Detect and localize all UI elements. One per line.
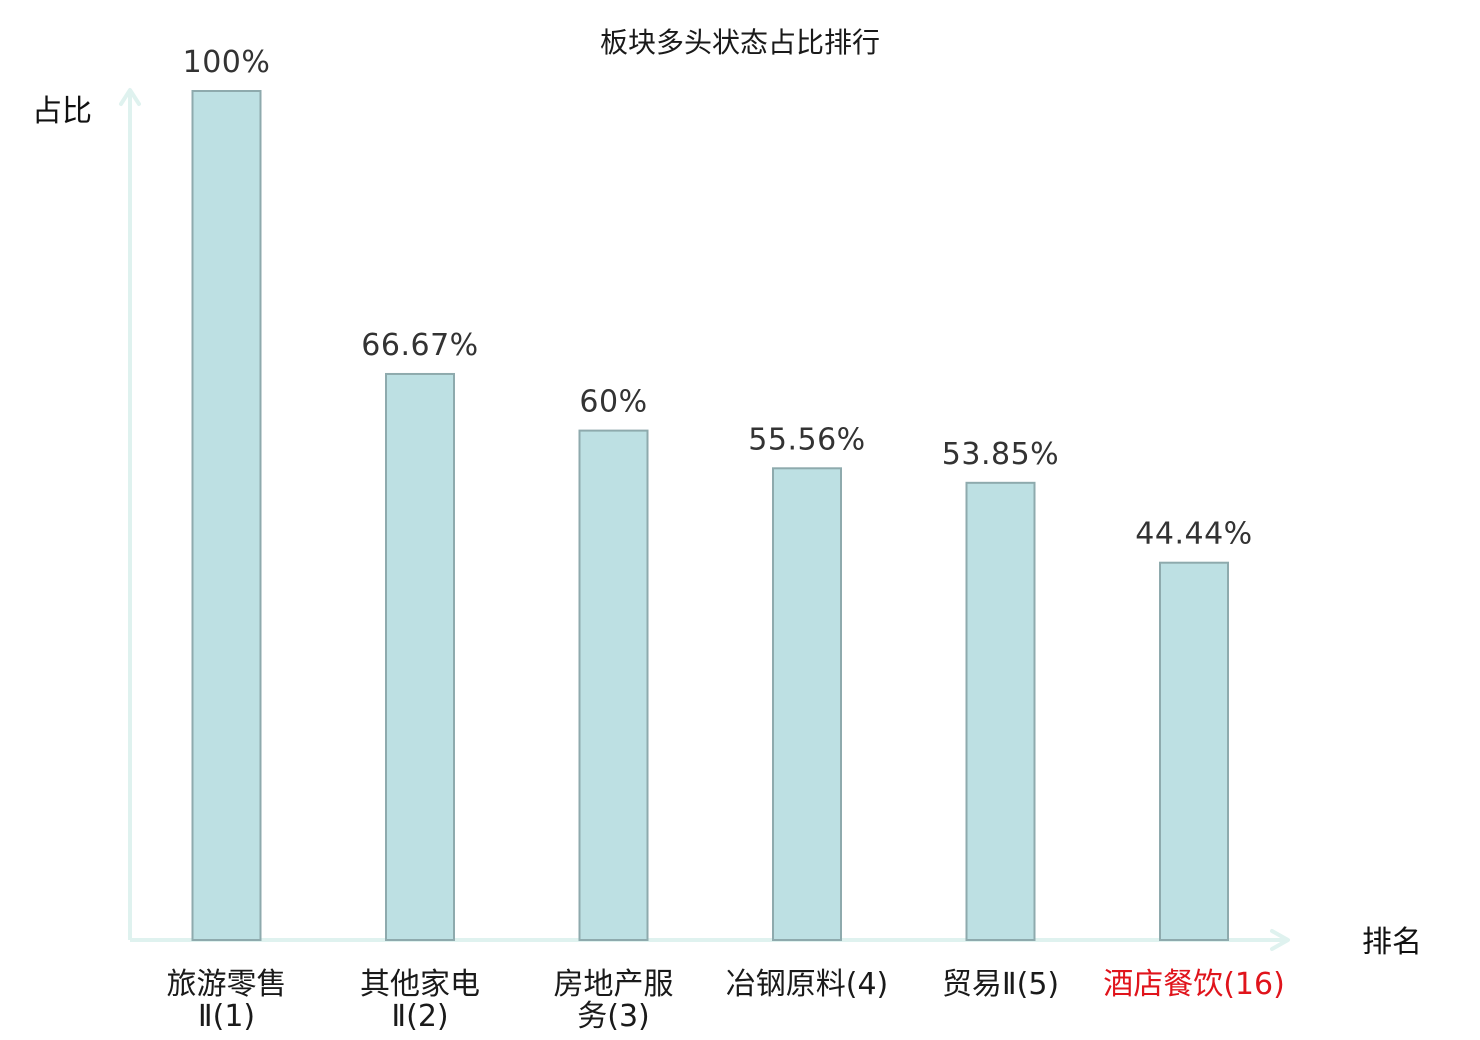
bar	[965, 481, 1036, 941]
bar-value-label: 66.67%	[361, 328, 478, 363]
bar-value-label: 100%	[183, 45, 271, 80]
category-labels-group: 旅游零售 Ⅱ(1) 其他家电 Ⅱ(2) 房地产服务(3) 冶钢原料(4) 贸易Ⅱ(5) 酒店餐…	[167, 967, 1285, 1034]
bar	[191, 90, 262, 941]
bar-value-label: 53.85%	[942, 437, 1059, 472]
value-labels-group: 100% 66.67% 60% 55.56% 53.85% 44.44%	[183, 45, 1253, 552]
y-axis-arrow	[119, 88, 141, 106]
category-tick-label: 其他家电 Ⅱ(2)	[360, 967, 480, 1034]
chart-title: 板块多头状态占比排行	[600, 26, 880, 59]
bar	[772, 467, 842, 941]
bar	[385, 372, 455, 942]
category-tick-label: 旅游零售 Ⅱ(1)	[167, 967, 287, 1034]
bar	[1159, 561, 1229, 941]
x-axis-arrow	[1270, 929, 1290, 951]
bar-value-label: 55.56%	[748, 422, 865, 457]
category-tick-label: 酒店餐饮(16)	[1103, 967, 1285, 1002]
axes	[119, 88, 1290, 951]
bars-group	[191, 90, 1229, 942]
bar-value-label: 44.44%	[1135, 517, 1252, 552]
x-axis-label: 排名	[1362, 925, 1422, 960]
bar-value-label: 60%	[579, 385, 647, 420]
y-axis-label: 占比	[32, 94, 92, 129]
category-tick-label: 贸易Ⅱ(5)	[942, 967, 1059, 1002]
category-tick-label: 房地产服务(3)	[554, 967, 674, 1034]
bar	[578, 429, 649, 941]
category-tick-label: 冶钢原料(4)	[726, 967, 889, 1002]
